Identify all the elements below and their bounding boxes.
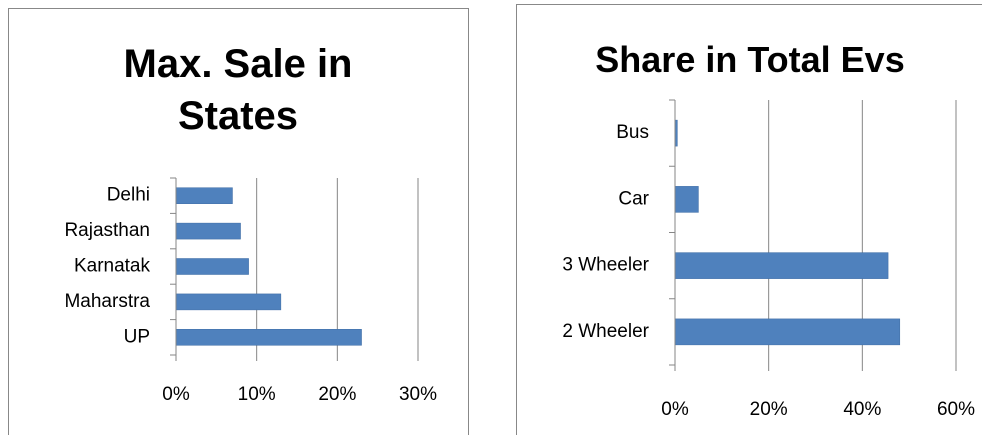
x-tick-label: 0% xyxy=(661,399,689,420)
y-tick-label: Delhi xyxy=(107,185,150,206)
chart-title: Max. Sale in States xyxy=(123,42,353,138)
y-tick-label: Bus xyxy=(616,122,649,143)
x-tick-label: 30% xyxy=(399,384,437,405)
chart-frame xyxy=(516,4,982,435)
y-tick-label: 3 Wheeler xyxy=(562,255,649,276)
chart-title: Share in Total Evs xyxy=(595,39,905,80)
x-tick-label: 20% xyxy=(750,399,788,420)
bar xyxy=(175,187,233,204)
x-tick-label: 20% xyxy=(318,384,356,405)
y-tick-label: Maharstra xyxy=(64,291,150,312)
y-tick-label: Rajasthan xyxy=(64,220,150,241)
bar xyxy=(674,252,889,279)
bar xyxy=(175,293,282,311)
y-tick-label: Karnatak xyxy=(74,256,151,277)
y-tick-label: Car xyxy=(618,188,649,209)
y-tick-label: UP xyxy=(124,326,150,347)
x-tick-label: 40% xyxy=(843,399,881,420)
y-tick-label: 2 Wheeler xyxy=(562,321,649,342)
bar xyxy=(175,258,249,275)
x-tick-label: 60% xyxy=(937,399,975,420)
bar xyxy=(674,318,901,346)
bar xyxy=(674,186,699,213)
bar xyxy=(175,329,362,346)
chart-frame xyxy=(8,8,469,435)
x-tick-label: 0% xyxy=(162,384,190,405)
bar xyxy=(175,222,241,240)
x-tick-label: 10% xyxy=(238,384,276,405)
